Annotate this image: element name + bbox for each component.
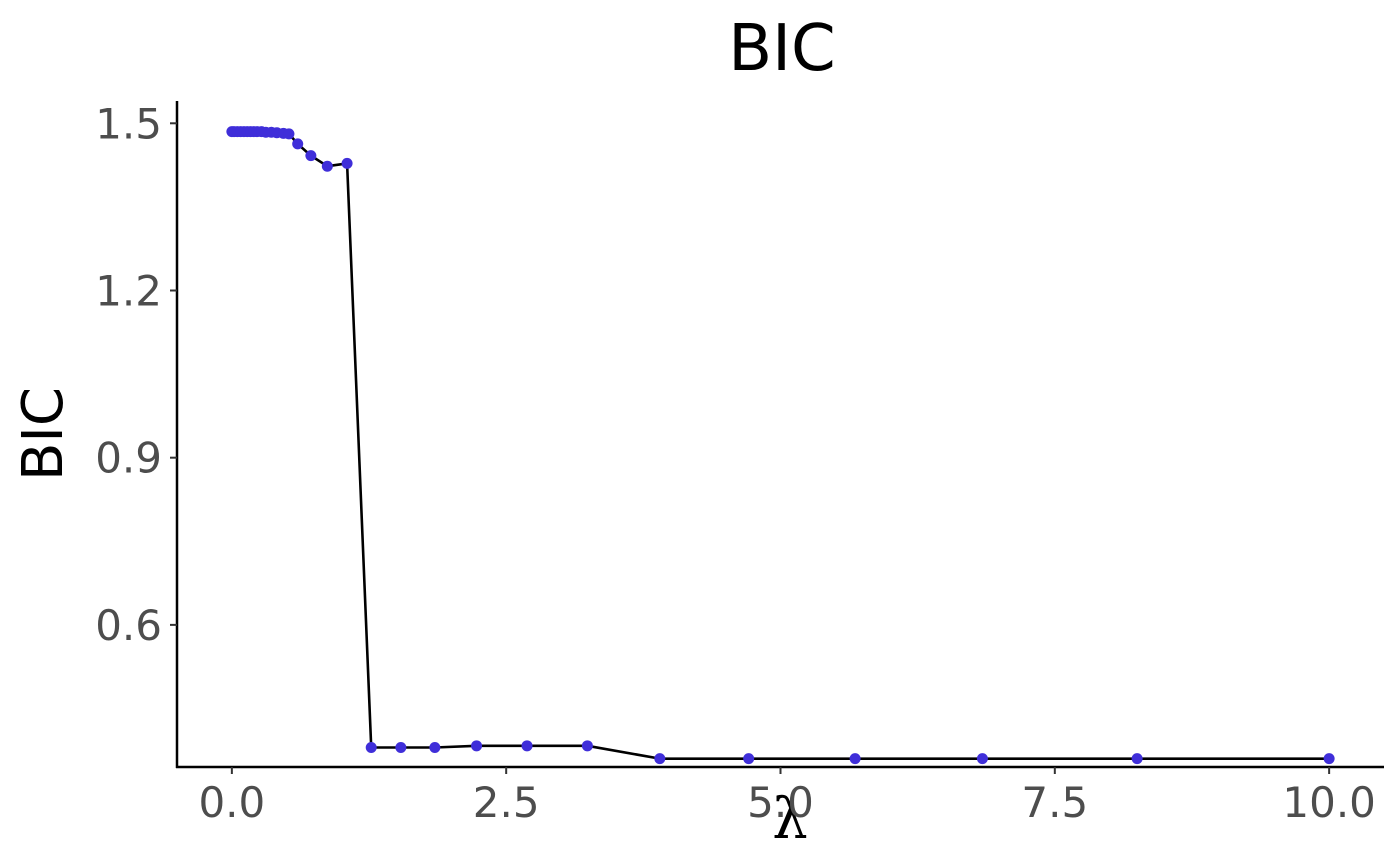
x-axis-ticks: 0.0 2.5 5.0 7.5 10.0 — [198, 767, 1376, 827]
data-point — [395, 741, 407, 753]
data-point — [581, 740, 593, 752]
bic-line — [231, 130, 1330, 760]
data-point — [283, 128, 295, 140]
data-point — [471, 740, 483, 752]
data-point — [292, 138, 304, 150]
data-point — [305, 150, 317, 162]
y-axis-label: BIC — [11, 387, 76, 481]
data-point — [743, 753, 755, 765]
data-point — [976, 753, 988, 765]
y-axis-ticks: 0.6 0.9 1.2 1.5 — [95, 99, 177, 650]
data-point — [1323, 753, 1335, 765]
y-tick-label: 1.5 — [95, 99, 162, 148]
y-tick-label: 1.2 — [95, 266, 162, 315]
data-point — [849, 753, 861, 765]
x-axis-label: λ — [772, 787, 808, 852]
x-tick-label: 10.0 — [1282, 778, 1376, 827]
x-tick-label: 5.0 — [747, 778, 814, 827]
x-tick-label: 2.5 — [473, 778, 540, 827]
y-tick-label: 0.9 — [95, 434, 162, 483]
data-point — [341, 157, 353, 169]
plot-area — [226, 126, 1335, 765]
data-point — [1131, 753, 1143, 765]
chart-title: BIC — [728, 12, 835, 86]
data-point — [429, 741, 441, 753]
x-tick-label: 7.5 — [1021, 778, 1088, 827]
data-point — [365, 741, 377, 753]
data-point — [521, 740, 533, 752]
y-tick-label: 0.6 — [95, 601, 162, 650]
data-point — [654, 753, 666, 765]
x-tick-label: 0.0 — [198, 778, 265, 827]
data-point — [321, 160, 333, 172]
